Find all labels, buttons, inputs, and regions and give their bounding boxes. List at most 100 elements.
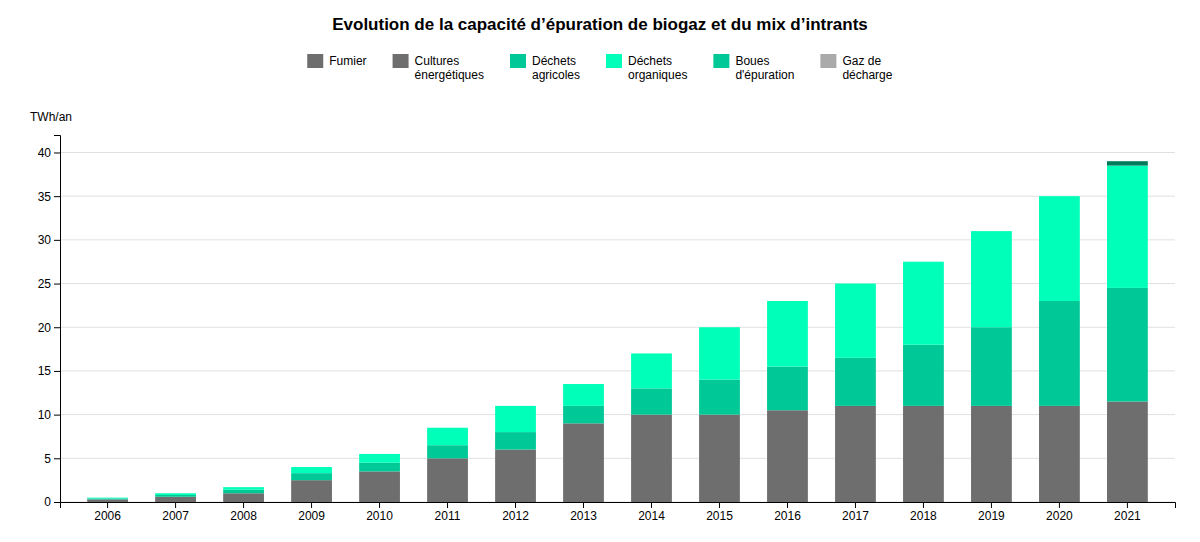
tick: 2007 <box>162 502 189 523</box>
tick-mark <box>243 502 244 508</box>
bar <box>563 384 604 385</box>
legend-label: Déchetsorganiques <box>628 54 687 82</box>
bar <box>155 497 196 502</box>
bar <box>223 487 264 488</box>
bar <box>223 487 264 490</box>
y-label: TWh/an <box>30 110 72 124</box>
legend-label-line: Cultures <box>415 54 460 68</box>
legend-label-line: Boues <box>735 54 769 68</box>
bar <box>1039 196 1080 301</box>
series <box>87 166 1148 499</box>
legend-item: Gaz dedécharge <box>820 54 892 82</box>
legend-label-line: Déchets <box>628 54 672 68</box>
bar <box>903 406 944 502</box>
tick-label: 35 <box>38 190 52 204</box>
series <box>1107 161 1148 165</box>
tick: 2015 <box>706 502 733 523</box>
tick-label: 5 <box>44 452 51 466</box>
bar <box>223 493 264 502</box>
bar <box>1107 166 1148 288</box>
tick-mark <box>311 502 312 508</box>
tick-mark <box>54 502 60 503</box>
legend-label-line: décharge <box>842 68 892 82</box>
tick-label: 2020 <box>1046 509 1073 523</box>
legend-label: Bouesd'épuration <box>735 54 794 82</box>
tick: 2016 <box>774 502 801 523</box>
tick-label: 2007 <box>162 509 189 523</box>
bar <box>155 493 196 494</box>
bar <box>495 450 536 502</box>
bar <box>903 261 944 262</box>
tick-label: 10 <box>38 408 52 422</box>
tick: 2020 <box>1046 502 1073 523</box>
legend-swatch <box>510 54 526 68</box>
bar <box>835 284 876 358</box>
bar <box>495 405 536 406</box>
tick-label: 40 <box>38 146 52 160</box>
legend-swatch <box>820 54 836 68</box>
bar <box>631 415 672 502</box>
chart: Evolution de la capacité d’épuration de … <box>0 0 1200 542</box>
tick: 0 <box>44 495 60 509</box>
legend-swatch <box>606 54 622 68</box>
tick: 2009 <box>298 502 325 523</box>
bar <box>835 358 876 406</box>
tick-mark <box>1127 502 1128 508</box>
legend-label-line: énergétiques <box>415 68 484 82</box>
legend-item: Déchetsagricoles <box>510 54 580 82</box>
bar <box>359 471 400 502</box>
tick-label: 2013 <box>570 509 597 523</box>
bar <box>291 480 332 502</box>
tick-label: 2012 <box>502 509 529 523</box>
tick-mark <box>651 502 652 508</box>
legend-label-line: d'épuration <box>735 68 794 82</box>
tick: 20 <box>38 321 60 335</box>
bar <box>87 498 128 500</box>
tick-mark <box>923 502 924 508</box>
bar <box>291 467 332 473</box>
grid <box>60 152 1175 502</box>
bar <box>155 495 196 497</box>
bar <box>427 445 468 458</box>
bar <box>87 497 128 498</box>
bar <box>631 353 672 354</box>
tick-mark <box>855 502 856 508</box>
tick: 30 <box>38 233 60 247</box>
tick-mark <box>175 502 176 508</box>
bar <box>223 490 264 493</box>
bar <box>699 415 740 502</box>
bar <box>767 301 808 302</box>
bar <box>563 384 604 406</box>
bar <box>631 353 672 388</box>
bar <box>427 427 468 428</box>
tick: 2014 <box>638 502 665 523</box>
bar <box>1107 161 1148 165</box>
bar <box>903 345 944 406</box>
bar <box>835 406 876 502</box>
bar <box>359 454 400 463</box>
bar <box>495 406 536 432</box>
tick-label: 2010 <box>366 509 393 523</box>
legend-item: Déchetsorganiques <box>606 54 687 82</box>
tick-mark <box>719 502 720 508</box>
tick-mark <box>991 502 992 508</box>
bar <box>699 327 740 379</box>
bar <box>563 423 604 502</box>
tick-label: 0 <box>44 495 51 509</box>
bar <box>291 473 332 480</box>
tick-label: 2018 <box>910 509 937 523</box>
bar <box>427 458 468 502</box>
tick: 2013 <box>570 502 597 523</box>
bar <box>1107 288 1148 402</box>
tick-mark <box>54 415 60 416</box>
bar <box>699 327 740 328</box>
tick: 25 <box>38 277 60 291</box>
tick-label: 2008 <box>230 509 257 523</box>
tick-label: 2017 <box>842 509 869 523</box>
bar <box>903 262 944 345</box>
legend-item: Bouesd'épuration <box>713 54 794 82</box>
tick-mark <box>54 327 60 328</box>
bar <box>1039 196 1080 197</box>
bar <box>1039 301 1080 406</box>
legend-label-line: organiques <box>628 68 687 82</box>
